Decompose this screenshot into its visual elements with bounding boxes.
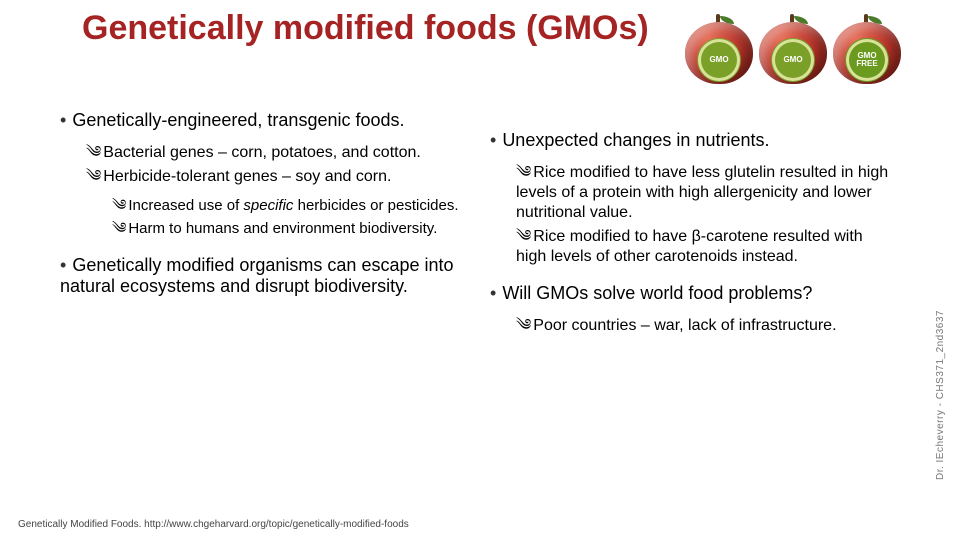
bullet-l2-2: ༄Herbicide-tolerant genes – soy and corn…: [86, 167, 460, 187]
apple-sticker: GMO FREE: [849, 42, 885, 78]
bullet-l3-1: ༄Increased use of specific herbicides or…: [112, 197, 460, 216]
bullet-text: Rice modified to have less glutelin resu…: [516, 164, 888, 221]
bullet-text: Genetically modified organisms can escap…: [60, 255, 454, 296]
bullet-text: Will GMOs solve world food problems?: [502, 283, 812, 303]
apple-sticker: GMO: [701, 42, 737, 78]
apple-3: GMO FREE: [832, 14, 902, 84]
flourish-icon: ༄: [112, 198, 126, 214]
left-column: • Genetically-engineered, transgenic food…: [60, 110, 460, 303]
bullet-text: Herbicide-tolerant genes – soy and corn.: [103, 168, 391, 185]
bullet-text: Poor countries – war, lack of infrastruc…: [533, 317, 836, 334]
bullet-text-post: herbicides or pesticides.: [293, 197, 458, 214]
bullet-l3-2: ༄Harm to humans and environment biodiver…: [112, 220, 460, 239]
bullet-r1-1: • Unexpected changes in nutrients.: [490, 130, 890, 151]
bullet-text-pre: Rice modified to have: [533, 228, 691, 245]
flourish-icon: ༄: [112, 221, 126, 237]
apples-graphic: GMO GMO GMO FREE: [684, 14, 902, 84]
apple-1: GMO: [684, 14, 754, 84]
right-column: •Unexpected changes in nutrients. ༄Rice …: [490, 130, 890, 340]
bullet-l1-2: •Genetically modified organisms can esca…: [60, 255, 460, 297]
flourish-icon: ༄: [86, 168, 101, 185]
bullet-l1-1: • Genetically-engineered, transgenic food…: [60, 110, 460, 131]
side-credit: Dr. IEcheverry - CHS371_2nd3637: [935, 310, 946, 480]
bullet-r2-2: ༄Rice modified to have β-carotene result…: [516, 227, 890, 267]
bullet-dot: •: [490, 283, 496, 303]
apple-2: GMO: [758, 14, 828, 84]
bullet-text-pre: Increased use of: [128, 197, 243, 214]
bullet-l2-1: ༄Bacterial genes – corn, potatoes, and c…: [86, 143, 460, 163]
sticker-text: GMO: [709, 56, 728, 64]
bullet-r1-2: • Will GMOs solve world food problems?: [490, 283, 890, 304]
bullet-r2-1: ༄Rice modified to have less glutelin res…: [516, 163, 890, 223]
flourish-icon: ༄: [516, 164, 531, 181]
flourish-icon: ༄: [516, 317, 531, 334]
bullet-r2-3: ༄Poor countries – war, lack of infrastru…: [516, 316, 890, 336]
bullet-text: Unexpected changes in nutrients.: [502, 130, 769, 150]
bullet-dot: •: [60, 255, 66, 275]
beta-symbol: β: [692, 228, 701, 245]
bullet-dot: •: [490, 130, 496, 150]
flourish-icon: ༄: [516, 228, 531, 245]
flourish-icon: ༄: [86, 144, 101, 161]
footer-citation: Genetically Modified Foods. http://www.c…: [18, 519, 409, 530]
sticker-text: GMO: [783, 56, 802, 64]
bullet-text-em: specific: [243, 197, 293, 214]
sticker-text: GMO FREE: [849, 52, 885, 68]
bullet-text: Harm to humans and environment biodivers…: [128, 220, 437, 237]
apple-sticker: GMO: [775, 42, 811, 78]
bullet-text: Bacterial genes – corn, potatoes, and co…: [103, 144, 421, 161]
bullet-text: Genetically-engineered, transgenic foods…: [72, 110, 404, 130]
page-title: Genetically modified foods (GMOs): [82, 10, 649, 47]
bullet-dot: •: [60, 110, 66, 130]
